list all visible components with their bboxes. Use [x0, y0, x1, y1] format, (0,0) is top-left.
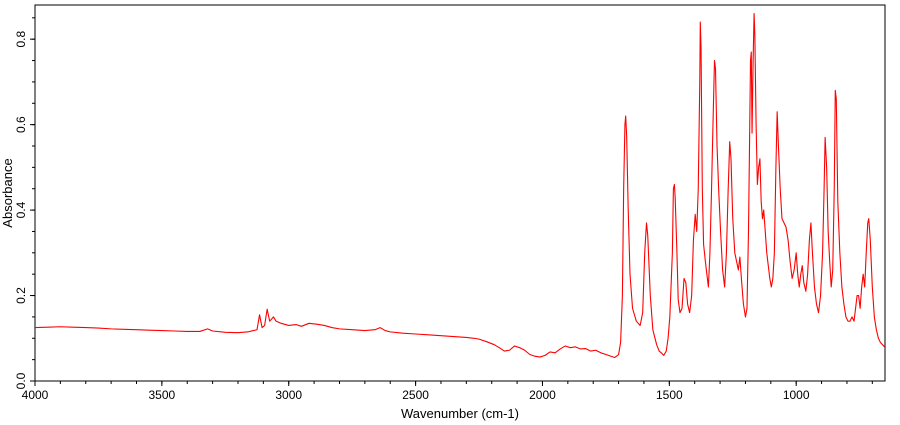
x-axis-ticks: 4000 3500 3000 2500 2000 1500 1000: [22, 381, 873, 402]
x-tick-label: 1000: [783, 388, 810, 402]
plot-frame: [34, 4, 886, 382]
y-tick-label: 0.8: [14, 31, 28, 48]
absorbance-line: [34, 13, 885, 359]
x-tick-label: 2000: [529, 388, 556, 402]
y-axis-ticks: 0.0 0.2 0.4 0.6 0.8: [14, 17, 35, 389]
x-tick-label: 3500: [149, 388, 176, 402]
y-tick-label: 0.4: [14, 201, 28, 218]
x-axis-title: Wavenumber (cm-1): [401, 406, 519, 421]
x-tick-label: 1500: [656, 388, 683, 402]
x-tick-label: 3000: [275, 388, 302, 402]
y-tick-label: 0.2: [14, 287, 28, 304]
y-tick-label: 0.0: [14, 372, 28, 389]
y-axis-title: Absorbance: [0, 158, 15, 227]
y-tick-label: 0.6: [14, 116, 28, 133]
x-tick-label: 4000: [22, 388, 49, 402]
x-tick-label: 2500: [402, 388, 429, 402]
